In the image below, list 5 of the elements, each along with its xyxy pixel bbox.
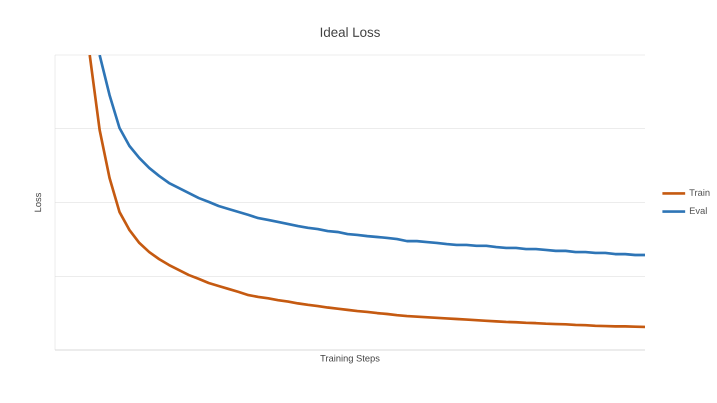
y-axis-title: Loss: [34, 192, 42, 212]
x-axis-title: Training Steps: [320, 354, 380, 364]
legend-label: Train: [689, 189, 710, 196]
chart-title: Ideal Loss: [320, 27, 380, 37]
legend-label: Eval: [690, 207, 707, 214]
